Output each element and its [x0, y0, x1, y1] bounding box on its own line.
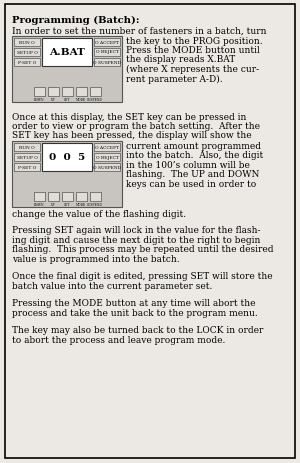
Bar: [14, 163, 40, 172]
Bar: [14, 154, 40, 162]
Text: Press the MODE button until: Press the MODE button until: [126, 46, 260, 55]
Text: ing digit and cause the next digit to the right to begin: ing digit and cause the next digit to th…: [12, 236, 260, 244]
Text: Once the final digit is edited, pressing SET will store the: Once the final digit is edited, pressing…: [12, 272, 273, 281]
Bar: [47, 88, 58, 96]
Text: O SUSPEND: O SUSPEND: [93, 166, 121, 169]
Text: into the batch.  Also, the digit: into the batch. Also, the digit: [126, 151, 263, 160]
Bar: [47, 193, 58, 201]
Text: flashing.  This process may be repeated until the desired: flashing. This process may be repeated u…: [12, 245, 274, 254]
Text: O ACCEPT: O ACCEPT: [95, 40, 119, 44]
Text: DOWN: DOWN: [34, 203, 44, 207]
Bar: [94, 163, 120, 172]
Bar: [94, 144, 120, 152]
Text: rent parameter A-D).: rent parameter A-D).: [126, 75, 223, 83]
Bar: [14, 38, 40, 46]
Text: UP: UP: [51, 203, 55, 207]
Text: MODE: MODE: [76, 98, 86, 102]
Text: UP: UP: [51, 98, 55, 102]
Text: to abort the process and leave program mode.: to abort the process and leave program m…: [12, 335, 225, 344]
Bar: [89, 193, 100, 201]
Bar: [94, 38, 120, 46]
Bar: [14, 144, 40, 152]
Text: (where X represents the cur-: (where X represents the cur-: [126, 65, 259, 74]
Text: MODE: MODE: [76, 203, 86, 207]
Bar: [14, 58, 40, 66]
Bar: [89, 88, 100, 96]
Text: SET: SET: [64, 98, 70, 102]
Text: keys can be used in order to: keys can be used in order to: [126, 180, 256, 188]
Text: SUSPEND: SUSPEND: [87, 203, 103, 207]
Text: the display reads X.BAT: the display reads X.BAT: [126, 56, 235, 64]
Text: In order to set the number of fasteners in a batch, turn: In order to set the number of fasteners …: [12, 27, 266, 36]
Text: SETUP O: SETUP O: [16, 50, 38, 54]
Text: Pressing the MODE button at any time will abort the: Pressing the MODE button at any time wil…: [12, 299, 256, 308]
Text: P-SET O: P-SET O: [18, 166, 36, 169]
Text: Once at this display, the SET key can be pressed in: Once at this display, the SET key can be…: [12, 112, 246, 121]
Text: SET: SET: [64, 203, 70, 207]
Bar: [12, 142, 122, 207]
Bar: [61, 193, 73, 201]
Text: SET key has been pressed, the display will show the: SET key has been pressed, the display wi…: [12, 131, 252, 140]
Text: SUSPEND: SUSPEND: [87, 98, 103, 102]
Text: the key to the PROG position.: the key to the PROG position.: [126, 37, 262, 45]
Bar: [76, 88, 86, 96]
Bar: [34, 88, 44, 96]
Text: P-SET O: P-SET O: [18, 60, 36, 64]
Text: RUN O: RUN O: [19, 146, 35, 150]
Text: Programming (Batch):: Programming (Batch):: [12, 16, 140, 25]
Bar: [94, 154, 120, 162]
Text: The key may also be turned back to the LOCK in order: The key may also be turned back to the L…: [12, 326, 263, 335]
Text: change the value of the flashing digit.: change the value of the flashing digit.: [12, 210, 186, 219]
Text: process and take the unit back to the program menu.: process and take the unit back to the pr…: [12, 308, 258, 317]
Text: order to view or program the batch setting.  After the: order to view or program the batch setti…: [12, 122, 260, 131]
Text: value is programmed into the batch.: value is programmed into the batch.: [12, 255, 180, 263]
Text: SETUP O: SETUP O: [16, 156, 38, 160]
Text: DOWN: DOWN: [34, 98, 44, 102]
Text: 0  0  5: 0 0 5: [49, 153, 85, 162]
Bar: [61, 88, 73, 96]
Bar: [14, 49, 40, 56]
Bar: [76, 193, 86, 201]
Bar: [12, 37, 122, 102]
Bar: [34, 193, 44, 201]
Bar: [94, 49, 120, 56]
Text: O REJECT: O REJECT: [95, 156, 119, 160]
Text: RUN O: RUN O: [19, 40, 35, 44]
Bar: [42, 38, 92, 66]
Bar: [94, 58, 120, 66]
Text: O REJECT: O REJECT: [95, 50, 119, 54]
Text: O SUSPEND: O SUSPEND: [93, 60, 121, 64]
Bar: [42, 144, 92, 172]
Text: A.BAT: A.BAT: [49, 48, 85, 57]
Text: current amount programmed: current amount programmed: [126, 142, 261, 150]
Text: Pressing SET again will lock in the value for the flash-: Pressing SET again will lock in the valu…: [12, 226, 260, 235]
Text: flashing.  The UP and DOWN: flashing. The UP and DOWN: [126, 170, 260, 179]
Text: O ACCEPT: O ACCEPT: [95, 146, 119, 150]
Text: batch value into the current parameter set.: batch value into the current parameter s…: [12, 282, 212, 290]
Text: in the 100’s column will be: in the 100’s column will be: [126, 161, 250, 169]
